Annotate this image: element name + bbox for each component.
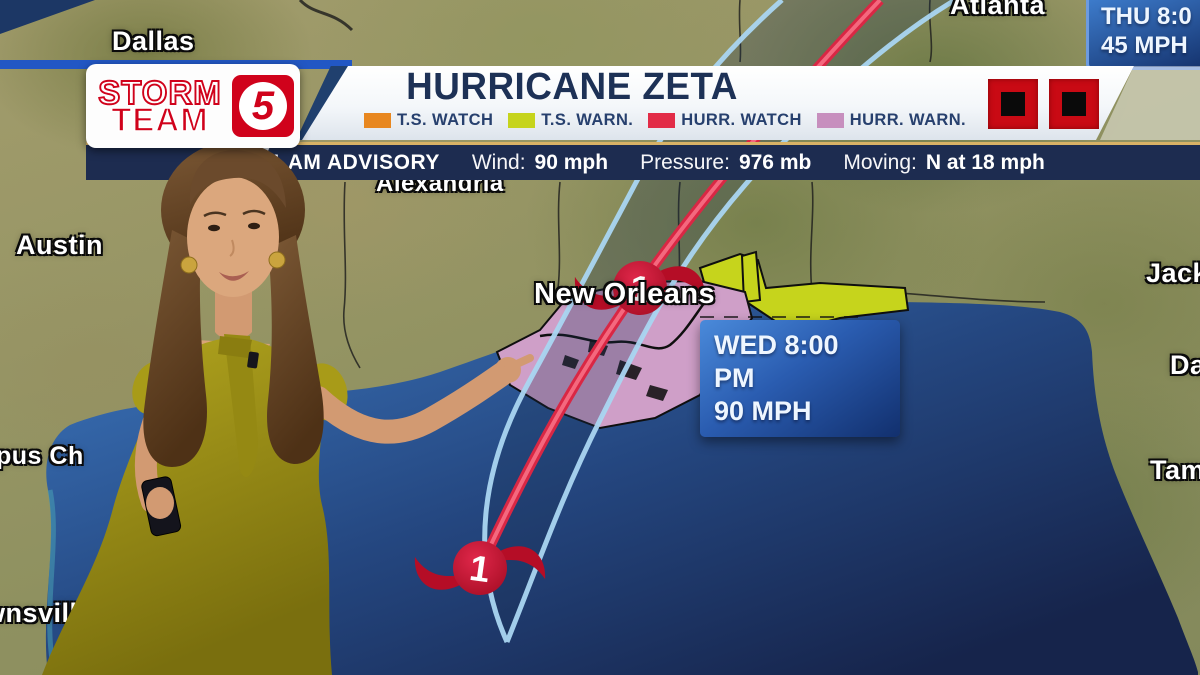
pressure-value: 976 mb xyxy=(738,150,812,174)
city-label-dallas: Dallas xyxy=(112,26,195,56)
delta-coastline xyxy=(539,301,706,350)
legend-hurr-warn: HURR. WARN. xyxy=(817,111,966,130)
hurricane-flag-icon xyxy=(1049,79,1099,129)
wind-stat: Wind: 90 mph xyxy=(472,151,608,175)
ts-warning-spike xyxy=(740,250,762,304)
city-label-tampa: Tam xyxy=(1150,455,1200,485)
legend-ts-warn: T.S. WARN. xyxy=(508,111,633,130)
pressure-stat: Pressure: 976 mb xyxy=(640,151,811,175)
title-banner: HURRICANE ZETA T.S. WATCH T.S. WARN. HUR… xyxy=(302,66,1134,140)
flag-black-square xyxy=(1062,92,1086,116)
city-label-jacksonville: Jack xyxy=(1146,258,1200,288)
legend-label: HURR. WARN. xyxy=(849,111,967,129)
hurr-warn-swatch-icon xyxy=(817,113,844,128)
ts-warn-swatch-icon xyxy=(508,113,535,128)
legend-label: HURR. WATCH xyxy=(681,111,802,129)
movement-stat: Moving: N at 18 mph xyxy=(843,151,1045,175)
forecast-time: WED 8:00 PM xyxy=(714,330,839,393)
channel-5-icon: 5 xyxy=(232,75,294,137)
channel-number: 5 xyxy=(251,83,275,128)
moving-label: Moving: xyxy=(843,150,917,174)
city-label-new-orleans: New Orleans xyxy=(534,278,716,310)
legend-hurr-watch: HURR. WATCH xyxy=(648,111,802,130)
moving-value: N at 18 mph xyxy=(925,150,1045,174)
legend-label: T.S. WARN. xyxy=(541,111,634,129)
logo-storm-word: STORM xyxy=(97,73,222,111)
forecast-time: THU 8:0 xyxy=(1101,3,1192,30)
city-label-brownsville: wnsville xyxy=(0,598,94,628)
legend-ts-watch: T.S. WATCH xyxy=(364,111,493,130)
city-label-corpus-christi: pus Ch xyxy=(0,442,84,470)
legend-label: T.S. WATCH xyxy=(397,111,494,129)
storm-team-5-logo: STORM TEAM 5 xyxy=(86,64,300,148)
hurricane-flag-icon xyxy=(988,79,1038,129)
wind-label: Wind: xyxy=(471,150,526,174)
hurricane-symbol-wed: 1 xyxy=(574,261,706,315)
hurricane-symbol-current: 1 xyxy=(414,541,546,595)
ts-watch-swatch-icon xyxy=(364,113,391,128)
pressure-label: Pressure: xyxy=(640,150,730,174)
forecast-wind: 45 MPH xyxy=(1101,32,1188,60)
flag-black-square xyxy=(1001,92,1025,116)
logo-text: STORM TEAM xyxy=(92,73,228,138)
wind-value: 90 mph xyxy=(534,150,609,174)
warning-legend: T.S. WATCH T.S. WARN. HURR. WATCH HURR. … xyxy=(364,111,966,130)
forecast-box-thu: THU 8:0 45 MPH xyxy=(1086,0,1200,70)
city-label-austin: Austin xyxy=(16,230,103,260)
hurricane-warning-flags xyxy=(988,79,1099,129)
hurr-watch-swatch-icon xyxy=(648,113,675,128)
logo-team-word: TEAM xyxy=(110,100,209,138)
storm-title: HURRICANE ZETA xyxy=(406,66,738,108)
city-label-atlanta: Atlanta xyxy=(950,0,1046,20)
city-label-daytona: Da xyxy=(1170,350,1200,380)
forecast-wind: 90 MPH xyxy=(714,395,812,426)
forecast-box-wed: WED 8:00 PM 90 MPH xyxy=(700,320,900,437)
advisory-time: 1 AM ADVISORY xyxy=(270,150,440,174)
